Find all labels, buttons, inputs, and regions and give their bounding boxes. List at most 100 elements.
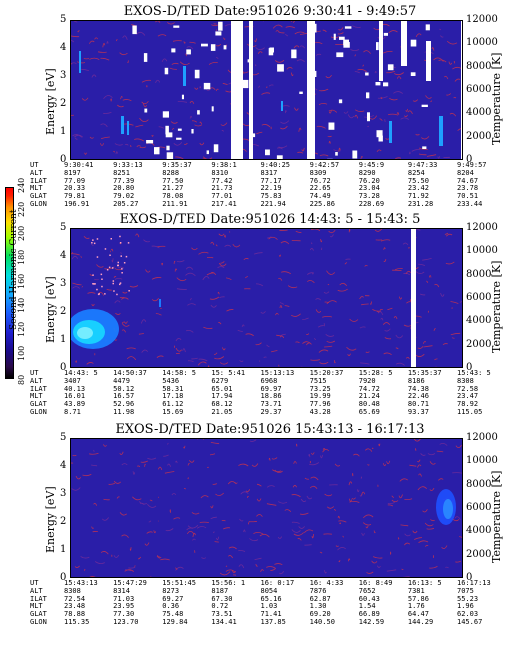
contour-noise xyxy=(191,120,198,123)
ephemeris-value: 205.27 xyxy=(113,200,139,208)
contour-noise xyxy=(370,301,372,305)
contour-noise xyxy=(395,347,399,350)
ephemeris-value: 8.71 xyxy=(64,408,81,416)
contour-noise xyxy=(122,291,128,294)
contour-noise xyxy=(378,443,381,447)
ephemeris-value: 7920 xyxy=(358,376,376,385)
contour-noise xyxy=(194,550,196,553)
contour-noise xyxy=(444,75,449,80)
contour-noise xyxy=(74,134,84,138)
heatmap-plot xyxy=(70,20,463,160)
data-gap-fragment xyxy=(344,26,352,29)
contour-noise xyxy=(455,444,462,449)
ephemeris-label: GLON xyxy=(30,200,47,208)
contour-noise xyxy=(451,337,455,339)
contour-noise xyxy=(225,565,228,567)
contour-noise xyxy=(328,109,338,113)
contour-noise xyxy=(397,537,400,540)
ephemeris-value: 1.30 xyxy=(309,602,327,611)
contour-noise xyxy=(281,271,292,275)
ephemeris-value: 55.23 xyxy=(457,594,479,603)
contour-noise xyxy=(338,147,341,152)
ephemeris-value: 8186 xyxy=(407,376,425,385)
data-gap xyxy=(411,229,416,367)
contour-noise xyxy=(405,356,410,360)
y-tick-left: 1 xyxy=(60,544,67,555)
ephemeris-label: GLAT xyxy=(30,610,47,619)
ephemeris-value: 65.16 xyxy=(260,594,282,603)
contour-noise xyxy=(222,347,226,351)
contour-noise xyxy=(429,275,432,278)
data-gap xyxy=(249,21,253,159)
ephemeris-value: 93.37 xyxy=(407,408,429,416)
ephemeris-value: 7876 xyxy=(309,586,327,595)
contour-noise xyxy=(167,463,171,467)
ephemeris-value: 77.39 xyxy=(113,176,135,185)
contour-noise xyxy=(436,450,444,453)
contour-noise xyxy=(191,512,200,515)
ephemeris-value: 23.48 xyxy=(64,602,86,611)
panel-title: EXOS-D/TED Date:951026 15:43:13 - 16:17:… xyxy=(115,422,425,437)
contour-noise xyxy=(119,512,127,516)
sparse-dot xyxy=(121,268,123,270)
contour-noise xyxy=(266,503,277,506)
contour-noise xyxy=(277,536,283,539)
contour-noise xyxy=(270,568,276,571)
ephemeris-value: 221.94 xyxy=(260,200,286,208)
contour-noise xyxy=(238,463,249,467)
contour-noise xyxy=(347,114,355,119)
contour-noise xyxy=(286,66,293,70)
contour-noise xyxy=(138,556,142,560)
contour-noise xyxy=(278,277,283,281)
data-gap-fragment xyxy=(376,42,379,51)
contour-noise xyxy=(294,107,299,111)
ephemeris-value: 145.67 xyxy=(457,618,483,626)
contour-noise xyxy=(291,521,300,524)
ephemeris-value: 74.67 xyxy=(457,176,479,185)
contour-noise xyxy=(176,288,187,290)
ephemeris-value: 77.17 xyxy=(260,176,282,185)
data-gap-fragment xyxy=(181,94,184,100)
contour-noise xyxy=(310,229,321,231)
contour-noise xyxy=(155,79,161,84)
ephemeris-value: 73.51 xyxy=(211,610,233,619)
enhancement-streak xyxy=(183,66,186,86)
contour-noise xyxy=(260,311,266,314)
ephemeris-value: 80.48 xyxy=(358,400,380,409)
sparse-dot xyxy=(94,283,96,285)
ephemeris-value: 72.54 xyxy=(64,594,86,603)
contour-noise xyxy=(427,453,436,456)
heatmap-plot xyxy=(70,438,463,578)
contour-noise xyxy=(446,93,452,96)
contour-noise xyxy=(400,524,409,527)
contour-noise xyxy=(422,509,428,513)
contour-noise xyxy=(299,32,308,35)
contour-noise xyxy=(175,347,183,352)
ephemeris-value: 1.03 xyxy=(260,602,278,611)
ephemeris-label: GLON xyxy=(30,408,47,416)
contour-noise xyxy=(116,39,118,42)
contour-noise xyxy=(100,143,104,146)
contour-noise xyxy=(419,293,426,296)
contour-noise xyxy=(139,117,149,122)
y-tick-right: 4000 xyxy=(466,107,492,119)
contour-noise xyxy=(343,111,349,114)
ephemeris-value: 8288 xyxy=(162,168,180,177)
contour-noise xyxy=(260,569,264,573)
contour-noise xyxy=(394,267,403,270)
contour-noise xyxy=(258,85,260,88)
y-tick-left: 0 xyxy=(60,154,67,165)
data-gap-fragment xyxy=(250,133,256,138)
sparse-dot xyxy=(117,261,119,264)
contour-noise xyxy=(333,509,336,512)
ephemeris-label: ILAT xyxy=(30,594,47,603)
contour-noise xyxy=(383,352,392,356)
contour-noise xyxy=(106,41,109,44)
contour-noise xyxy=(224,234,226,238)
contour-noise xyxy=(165,528,174,532)
contour-noise xyxy=(94,561,105,564)
contour-noise xyxy=(292,21,296,23)
ephemeris-value: 77.96 xyxy=(309,400,331,409)
contour-noise xyxy=(310,359,321,361)
contour-noise xyxy=(430,519,435,522)
